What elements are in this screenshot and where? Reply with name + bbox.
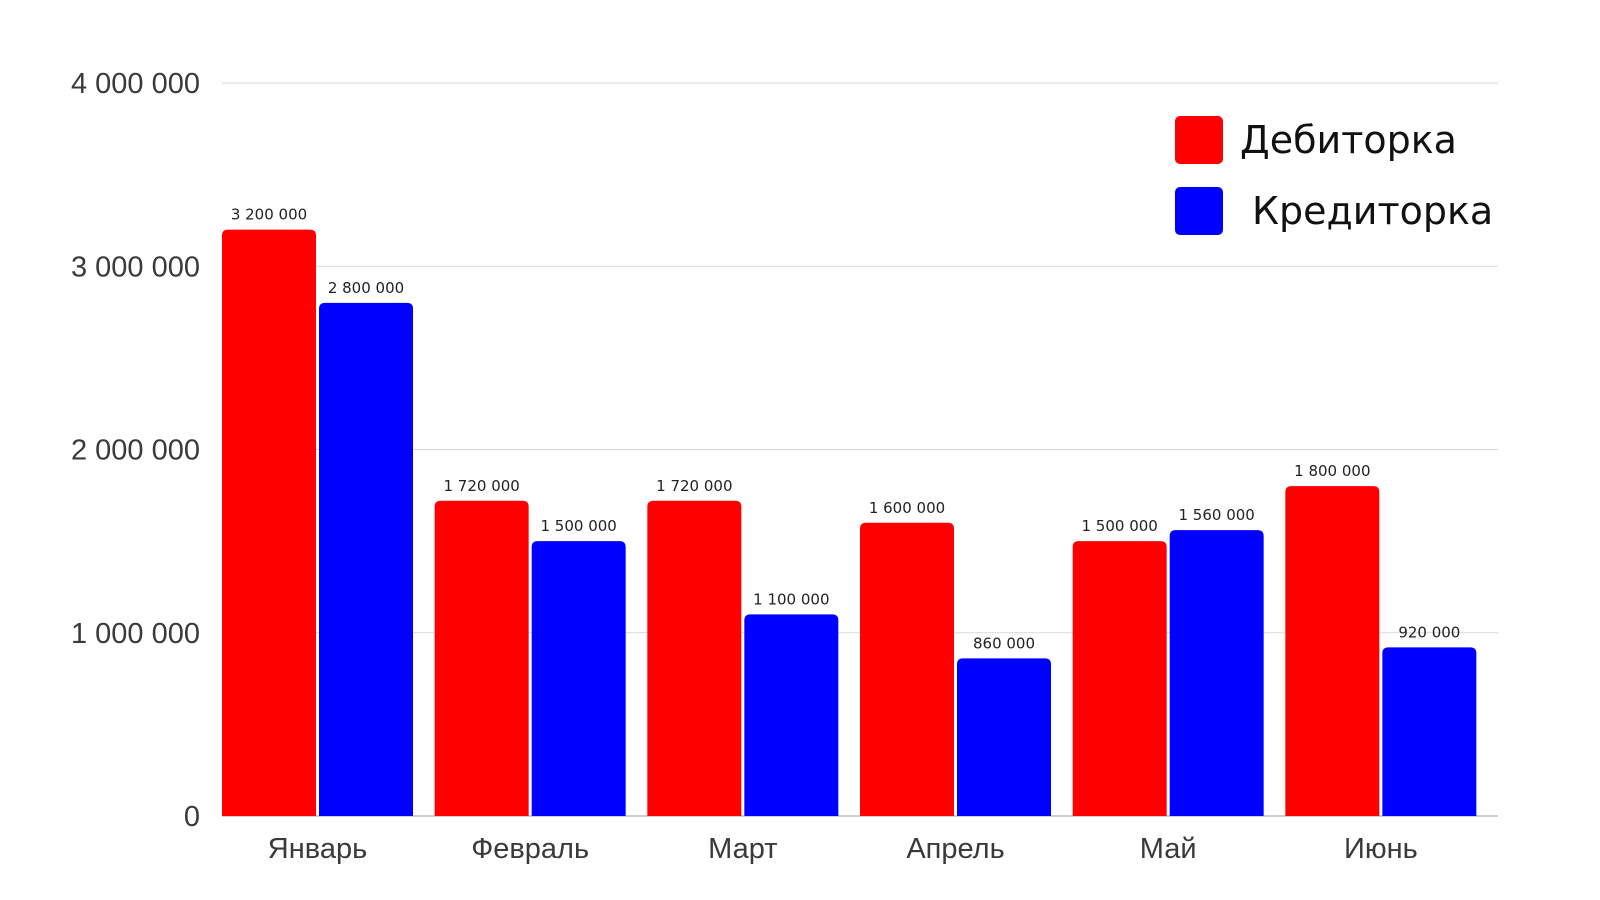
legend: Дебиторка Кредиторка — [1175, 116, 1493, 235]
bar-debit — [222, 229, 316, 817]
data-label: 1 560 000 — [1178, 506, 1254, 524]
bar-credit — [531, 541, 626, 816]
x-tick-label: Июнь — [1344, 833, 1418, 865]
x-tick-label: Май — [1140, 833, 1197, 865]
data-labels: 3 200 000 2 800 000 1 720 000 1 500 000 1 72… — [231, 206, 1461, 653]
x-tick-label: Январь — [268, 833, 367, 865]
bars — [222, 229, 1477, 817]
legend-label-debit: Дебиторка — [1240, 118, 1457, 162]
x-tick-label: Март — [708, 833, 777, 865]
bar-debit — [860, 522, 954, 816]
y-tick-label: 2 000 000 — [71, 435, 200, 467]
data-label: 1 500 000 — [1081, 517, 1157, 535]
y-tick-label: 1 000 000 — [71, 618, 200, 650]
data-label: 1 600 000 — [869, 499, 945, 517]
bar-debit — [1072, 541, 1167, 816]
y-tick-label: 3 000 000 — [71, 251, 200, 283]
y-tick-label: 4 000 000 — [71, 68, 200, 100]
bar-debit — [434, 500, 529, 816]
x-axis-ticks: Январь Февраль Март Апрель Май Июнь — [268, 833, 1418, 865]
bar-credit — [1169, 530, 1264, 816]
data-label: 1 500 000 — [540, 517, 616, 535]
bar-debit — [1285, 486, 1380, 816]
data-label: 2 800 000 — [328, 279, 404, 297]
data-label: 1 100 000 — [753, 590, 829, 608]
y-axis-ticks: 0 1 000 000 2 000 000 3 000 000 4 000 000 — [71, 68, 200, 833]
legend-label-credit: Кредиторка — [1252, 189, 1493, 233]
bar-credit — [319, 302, 413, 816]
bar-credit — [744, 614, 839, 816]
bar-credit — [1382, 647, 1477, 816]
legend-swatch-credit — [1175, 187, 1223, 235]
data-label: 860 000 — [973, 634, 1035, 652]
data-label: 920 000 — [1398, 623, 1460, 641]
data-label: 1 720 000 — [443, 477, 519, 495]
x-tick-label: Апрель — [906, 833, 1004, 865]
data-label: 1 800 000 — [1294, 462, 1370, 480]
legend-swatch-debit — [1175, 116, 1223, 164]
x-tick-label: Февраль — [471, 833, 589, 865]
bar-credit — [957, 658, 1051, 816]
data-label: 1 720 000 — [656, 477, 732, 495]
y-tick-label: 0 — [184, 801, 200, 833]
data-label: 3 200 000 — [231, 206, 307, 224]
bar-debit — [647, 500, 742, 816]
